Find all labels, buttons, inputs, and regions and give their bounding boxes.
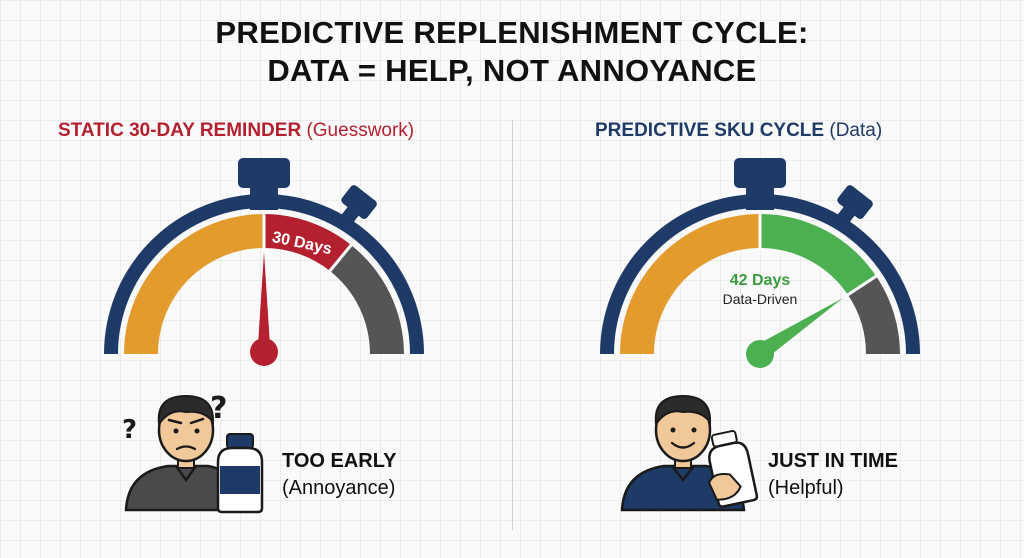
left-status-primary: TOO EARLY [282,450,397,472]
right-status-secondary: (Helpful) [768,477,844,499]
right-status: JUST IN TIME (Helpful) [768,448,898,502]
right-gauge-gray-segment [848,276,900,354]
left-bottle-icon [216,433,264,514]
right-heading-strong: PREDICTIVE SKU CYCLE [595,120,825,141]
left-gauge-red-segment [264,214,351,271]
right-bottle-icon [708,430,759,508]
title-line-1: PREDICTIVE REPLENISHMENT CYCLE: [215,15,809,50]
right-heading-light: (Data) [829,120,883,141]
left-gauge-needle [250,252,278,366]
title-line-2: DATA = HELP, NOT ANNOYANCE [267,53,757,88]
left-heading-strong: STATIC 30-DAY REMINDER [58,120,302,141]
right-gauge-label: 42 Days [730,272,791,289]
svg-text:?: ? [122,415,137,445]
left-gauge-outer-ring [104,194,424,355]
right-gauge-outer-ring [600,194,920,355]
right-panel-heading: PREDICTIVE SKU CYCLE (Data) [595,120,882,142]
page-title: PREDICTIVE REPLENISHMENT CYCLE: DATA = H… [0,14,1024,90]
panel-divider [512,120,513,530]
left-heading-light: (Guesswork) [306,120,415,141]
right-gauge-sublabel: Data-Driven [723,291,798,307]
right-status-primary: JUST IN TIME [768,450,899,472]
left-stopwatch-gauge: 30 Days [104,158,424,366]
right-gauge-orange-segment [620,214,760,354]
left-status: TOO EARLY (Annoyance) [282,448,396,502]
right-gauge-green-segment [760,214,876,295]
left-gauge-gray-segment [330,245,404,354]
left-panel-heading: STATIC 30-DAY REMINDER (Guesswork) [58,120,414,142]
svg-text:?: ? [210,391,227,426]
right-gauge-needle [746,298,843,368]
right-stopwatch-gauge: 42 Days Data-Driven [600,158,920,368]
left-status-secondary: (Annoyance) [282,477,396,499]
confused-person-icon: ? ? [122,391,246,512]
left-gauge-orange-segment [124,214,264,354]
